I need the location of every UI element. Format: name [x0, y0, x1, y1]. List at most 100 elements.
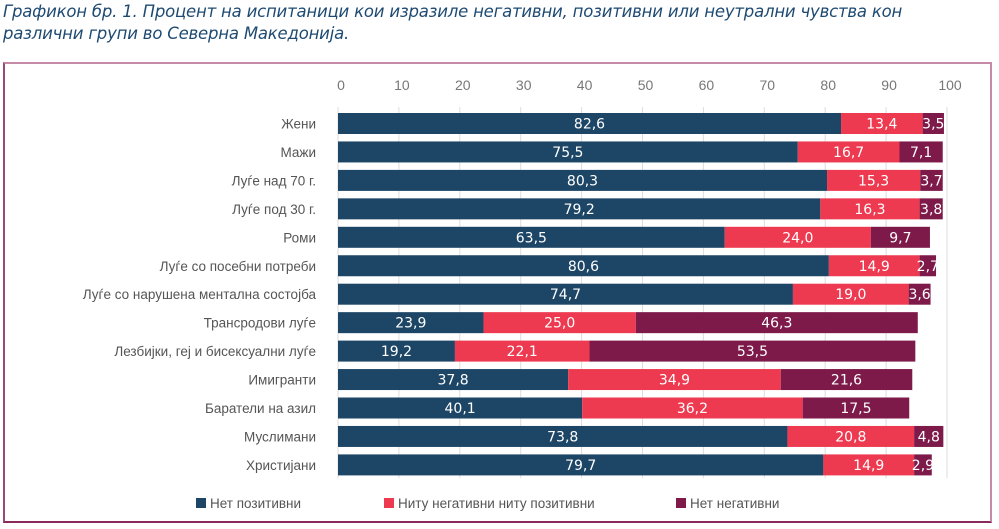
chart-title-line-2: различни групи во Северна Македонија.: [3, 24, 350, 43]
bar-segment: [338, 283, 793, 305]
bar-segment: [338, 425, 788, 447]
bar-segment: [589, 340, 916, 362]
bar-segment: [635, 312, 918, 334]
data-labels: 82,6 13,4 3,5 75,5 16,7 7,1 80,3 15,3 3,7 79,2 16,…: [381, 117, 945, 474]
x-tick-label: 0: [337, 77, 345, 93]
chart-title: Графикон бр. 1. Процент на испитаници ко…: [3, 1, 993, 45]
x-tick-label: 30: [516, 77, 532, 93]
category-label: Луѓе со нарушена ментална состојба: [83, 287, 317, 302]
bar-segment: [920, 169, 943, 191]
x-tick-label: 70: [760, 77, 776, 93]
legend-label: Нет позитивни: [210, 496, 301, 511]
data-label: 14,9: [859, 259, 890, 275]
bar-segment: [568, 369, 781, 391]
data-label: 24,0: [782, 230, 813, 246]
data-label: 63,5: [516, 230, 547, 246]
category-label: Христијани: [246, 458, 316, 473]
data-label: 22,1: [507, 344, 538, 360]
data-label: 20,8: [835, 429, 866, 445]
bar-segment: [338, 169, 828, 191]
category-label: Жени: [281, 117, 316, 132]
data-label: 3,8: [920, 202, 942, 218]
bar-segment: [454, 340, 590, 362]
bar-segment: [828, 255, 920, 277]
bar-segment: [841, 113, 923, 134]
bar-segment: [802, 397, 910, 419]
category-label: Луѓе со посебни потреби: [160, 259, 316, 274]
chart-frame: [3, 62, 992, 523]
bar-segment: [338, 255, 829, 277]
bar-segment: [338, 454, 824, 476]
category-label: Луѓе под 30 г.: [232, 202, 316, 217]
data-label: 19,0: [835, 287, 866, 303]
data-label: 53,5: [737, 344, 768, 360]
bar-segment: [483, 312, 636, 334]
bar-segment: [787, 425, 915, 447]
category-label: Роми: [283, 230, 316, 245]
data-label: 14,9: [853, 458, 884, 474]
data-label: 73,8: [547, 429, 578, 445]
data-label: 40,1: [445, 401, 476, 417]
category-label: Мажи: [281, 145, 316, 160]
bar-segment: [919, 198, 943, 220]
data-label: 75,5: [552, 145, 583, 161]
x-axis-ticks: 0 10 20 30 40 50 60 70 80 90 100: [337, 77, 962, 93]
category-label: Трансродови луѓе: [204, 316, 316, 331]
data-label: 16,3: [854, 202, 885, 218]
data-label: 16,7: [833, 145, 864, 161]
data-label: 25,0: [544, 316, 575, 332]
legend-label: Ниту негативни ниту позитивни: [398, 496, 595, 511]
bar-segment: [582, 397, 803, 419]
data-label: 80,3: [567, 173, 598, 189]
data-label: 21,6: [831, 373, 862, 389]
x-tick-label: 20: [455, 77, 471, 93]
data-label: 17,5: [840, 401, 871, 417]
bar-segment: [338, 312, 484, 334]
legend: Нет позитивни Ниту негативни ниту позитив…: [196, 496, 779, 511]
legend-label: Нет негативни: [690, 496, 779, 511]
data-label: 74,7: [550, 287, 581, 303]
bar-segment: [797, 141, 900, 163]
data-label: 7,1: [910, 145, 932, 161]
bar-segment: [780, 369, 913, 391]
data-label: 19,2: [381, 344, 412, 360]
x-tick-label: 40: [577, 77, 593, 93]
bar-segment: [338, 113, 842, 134]
bar-segment: [914, 454, 932, 476]
x-tick-label: 60: [699, 77, 715, 93]
category-label: Баратели на азил: [205, 401, 316, 416]
legend-swatch: [384, 498, 394, 508]
data-label: 37,8: [438, 373, 469, 389]
bar-segment: [870, 226, 930, 248]
data-label: 13,4: [866, 117, 897, 133]
x-tick-label: 10: [394, 77, 410, 93]
chart-title-line-1: Графикон бр. 1. Процент на испитаници ко…: [3, 2, 903, 21]
bar-segment: [338, 340, 455, 362]
bar-segment: [338, 369, 569, 391]
data-label: 4,8: [918, 429, 940, 445]
data-label: 3,6: [908, 287, 930, 303]
data-label: 9,7: [889, 230, 911, 246]
data-label: 23,9: [395, 316, 426, 332]
bar-segment: [338, 198, 821, 220]
bar-segment: [914, 425, 944, 447]
bar-segment: [724, 226, 871, 248]
x-tick-label: 80: [820, 77, 836, 93]
data-label: 2,7: [917, 259, 939, 275]
bar-segment: [792, 283, 909, 305]
x-tick-label: 90: [881, 77, 897, 93]
data-label: 34,9: [659, 373, 690, 389]
data-label: 15,3: [858, 173, 889, 189]
category-labels: Жени Мажи Луѓе над 70 г. Луѓе под 30 г. Роми…: [83, 117, 317, 473]
data-label: 79,7: [565, 458, 596, 474]
x-tick-label: 100: [938, 77, 962, 93]
data-label: 36,2: [677, 401, 708, 417]
x-tick-label: 50: [638, 77, 654, 93]
data-label: 3,7: [920, 173, 942, 189]
bar-segment: [338, 141, 798, 163]
bar-segment: [922, 113, 944, 134]
bar-segment: [827, 169, 921, 191]
data-label: 82,6: [574, 117, 605, 133]
category-label: Имигранти: [248, 373, 316, 388]
